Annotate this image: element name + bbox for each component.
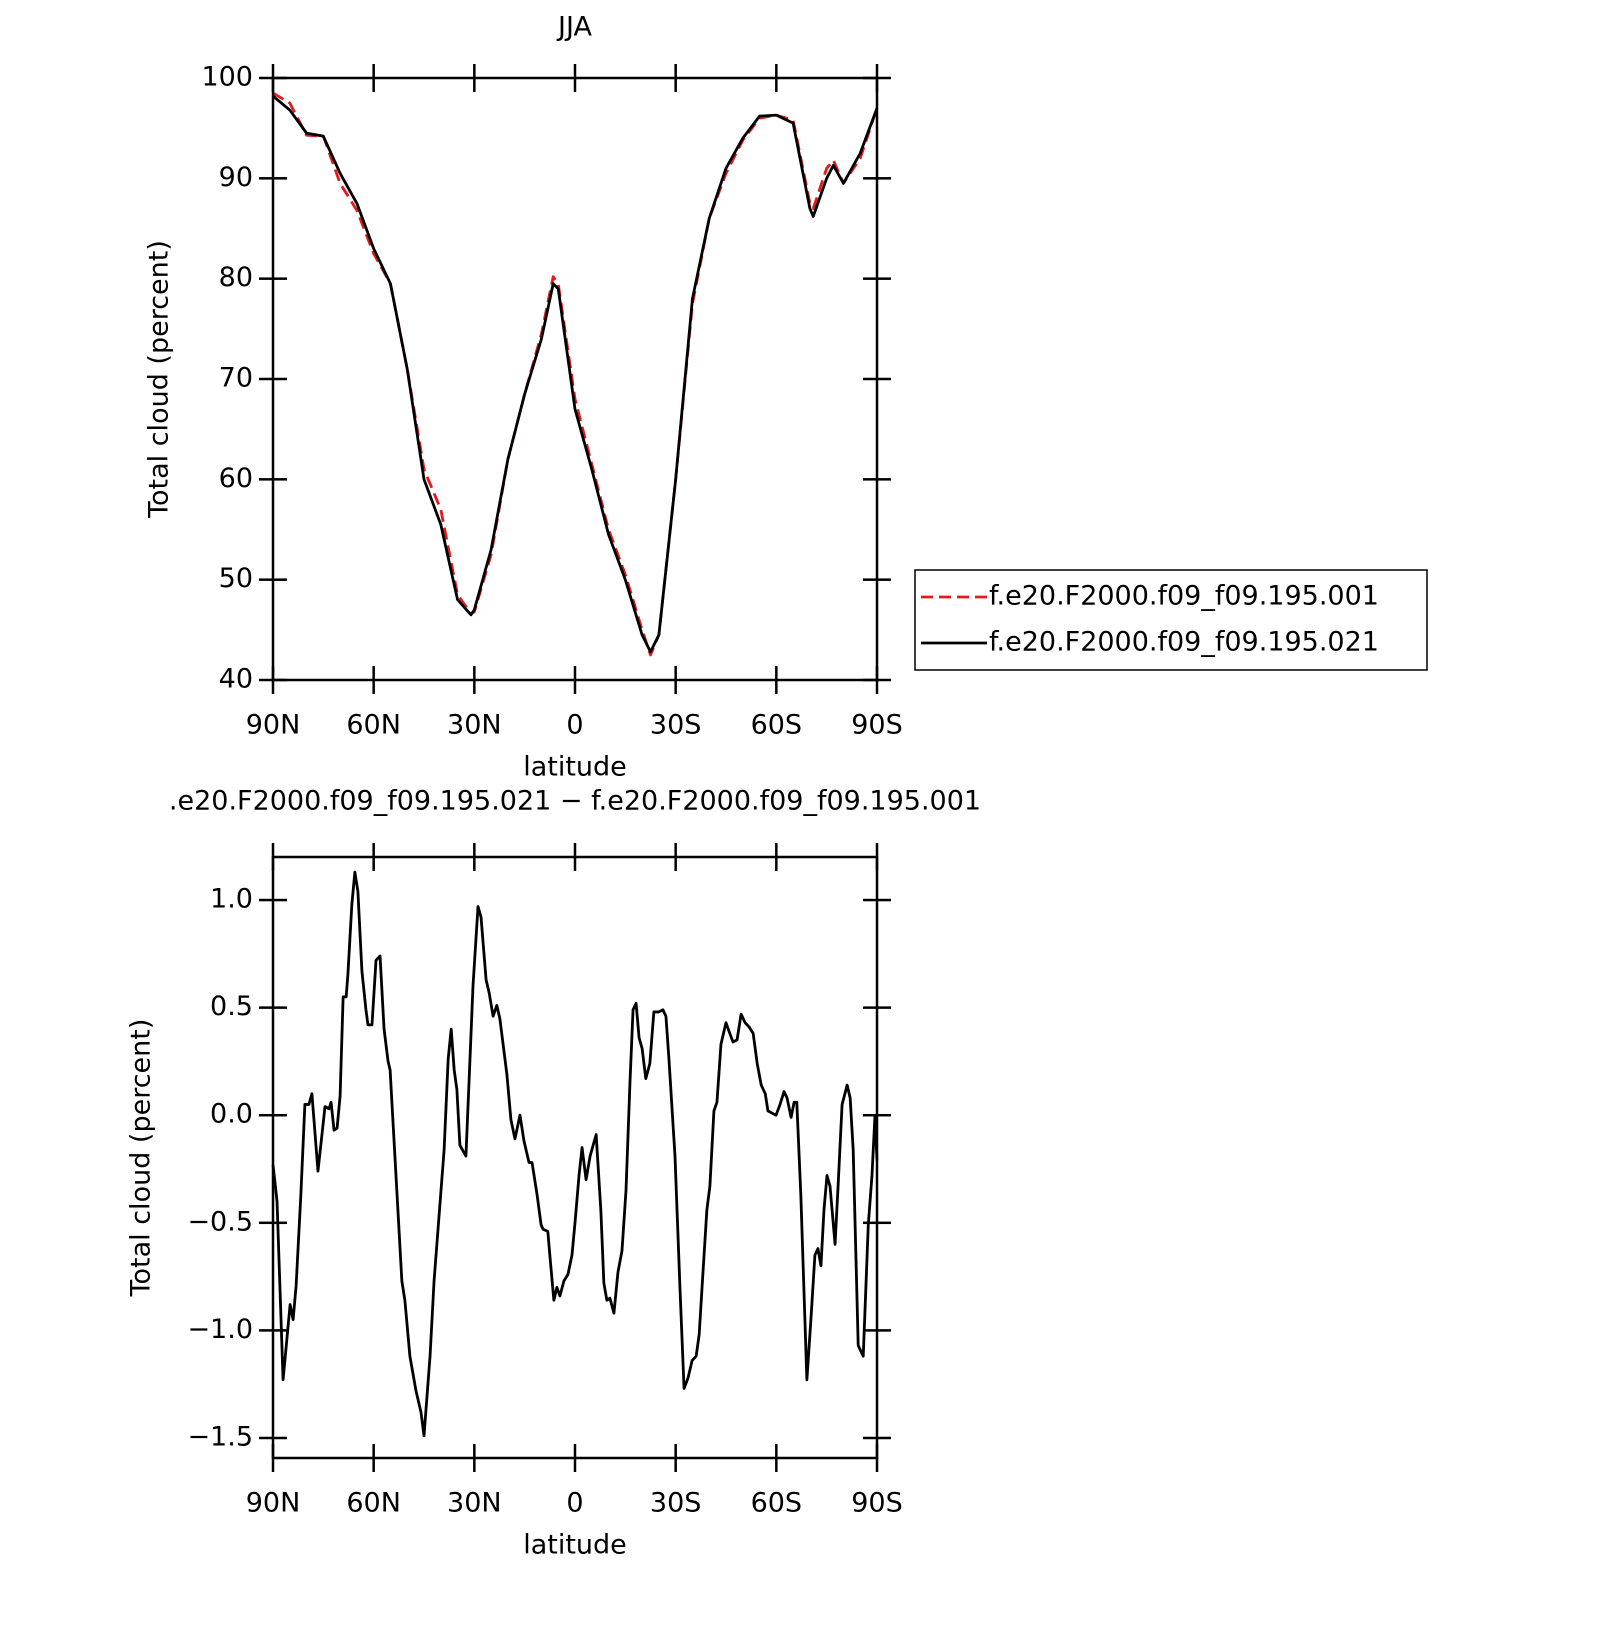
y-tick-label: 80 — [219, 262, 253, 293]
plot-frame — [271, 76, 879, 682]
x-tick-label: 30S — [650, 710, 702, 741]
x-tick-label: 30S — [650, 1488, 702, 1519]
series-line — [271, 870, 879, 1438]
x-tick-label: 30N — [447, 1488, 502, 1519]
y-tick-label: 60 — [219, 463, 253, 494]
x-tick-label: 60S — [751, 1488, 803, 1519]
x-tick-label: 90S — [851, 1488, 903, 1519]
y-tick-label: 90 — [219, 162, 253, 193]
y-tick-label: 70 — [219, 363, 253, 394]
y-tick-label: −1.5 — [187, 1421, 253, 1452]
legend-label: f.e20.F2000.f09_f09.195.021 — [989, 627, 1379, 658]
legend-box — [914, 569, 1428, 671]
x-tick-label: 60N — [346, 710, 401, 741]
series-line — [272, 94, 879, 654]
y-tick-label: 100 — [201, 62, 253, 93]
y-tick-label: −1.0 — [187, 1314, 253, 1345]
chart-title: .e20.F2000.f09_f09.195.021 − f.e20.F2000… — [169, 786, 981, 817]
y-axis-label: Total cloud (percent) — [144, 240, 175, 519]
x-axis-label: latitude — [523, 752, 627, 783]
x-tick-label: 0 — [566, 710, 583, 741]
y-tick-label: 40 — [219, 664, 253, 695]
x-tick-label: 90N — [246, 710, 301, 741]
y-tick-label: −0.5 — [187, 1206, 253, 1237]
x-tick-label: 90N — [246, 1488, 301, 1519]
x-tick-label: 30N — [447, 710, 502, 741]
legend-label: f.e20.F2000.f09_f09.195.001 — [989, 581, 1379, 612]
series-line — [272, 91, 879, 657]
y-tick-label: 0.0 — [210, 1099, 253, 1130]
y-tick-label: 50 — [219, 563, 253, 594]
plot-frame — [271, 855, 879, 1460]
y-tick-label: 1.0 — [210, 884, 253, 915]
x-tick-label: 90S — [851, 710, 903, 741]
x-tick-label: 0 — [566, 1488, 583, 1519]
y-tick-label: 0.5 — [210, 991, 253, 1022]
y-axis-label: Total cloud (percent) — [126, 1019, 157, 1298]
x-tick-label: 60N — [346, 1488, 401, 1519]
x-axis-label: latitude — [523, 1530, 627, 1561]
chart-title: JJA — [556, 12, 592, 43]
x-tick-label: 60S — [751, 710, 803, 741]
